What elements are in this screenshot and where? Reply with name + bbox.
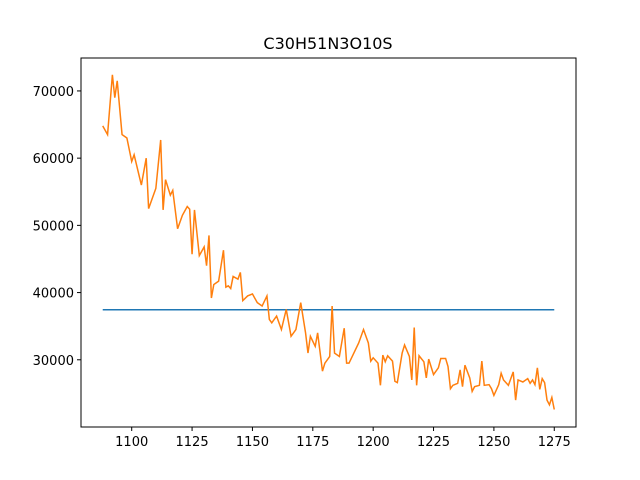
x-tick-label: 1275 — [538, 435, 571, 450]
x-tick-label: 1250 — [477, 435, 510, 450]
x-tick-label: 1175 — [296, 435, 329, 450]
y-tick-label: 60000 — [33, 152, 74, 167]
chart-title: C30H51N3O10S — [263, 34, 392, 53]
plot-frame — [80, 57, 577, 428]
x-tick-label: 1150 — [236, 435, 269, 450]
x-tick-label: 1200 — [357, 435, 390, 450]
y-tick-label: 40000 — [33, 287, 74, 302]
y-tick-label: 50000 — [33, 219, 74, 234]
x-tick-label: 1225 — [417, 435, 450, 450]
y-tick-label: 30000 — [33, 354, 74, 369]
x-tick-label: 1125 — [176, 435, 209, 450]
y-tick-label: 70000 — [33, 85, 74, 100]
x-tick-label: 1100 — [115, 435, 148, 450]
line-series — [102, 74, 556, 410]
